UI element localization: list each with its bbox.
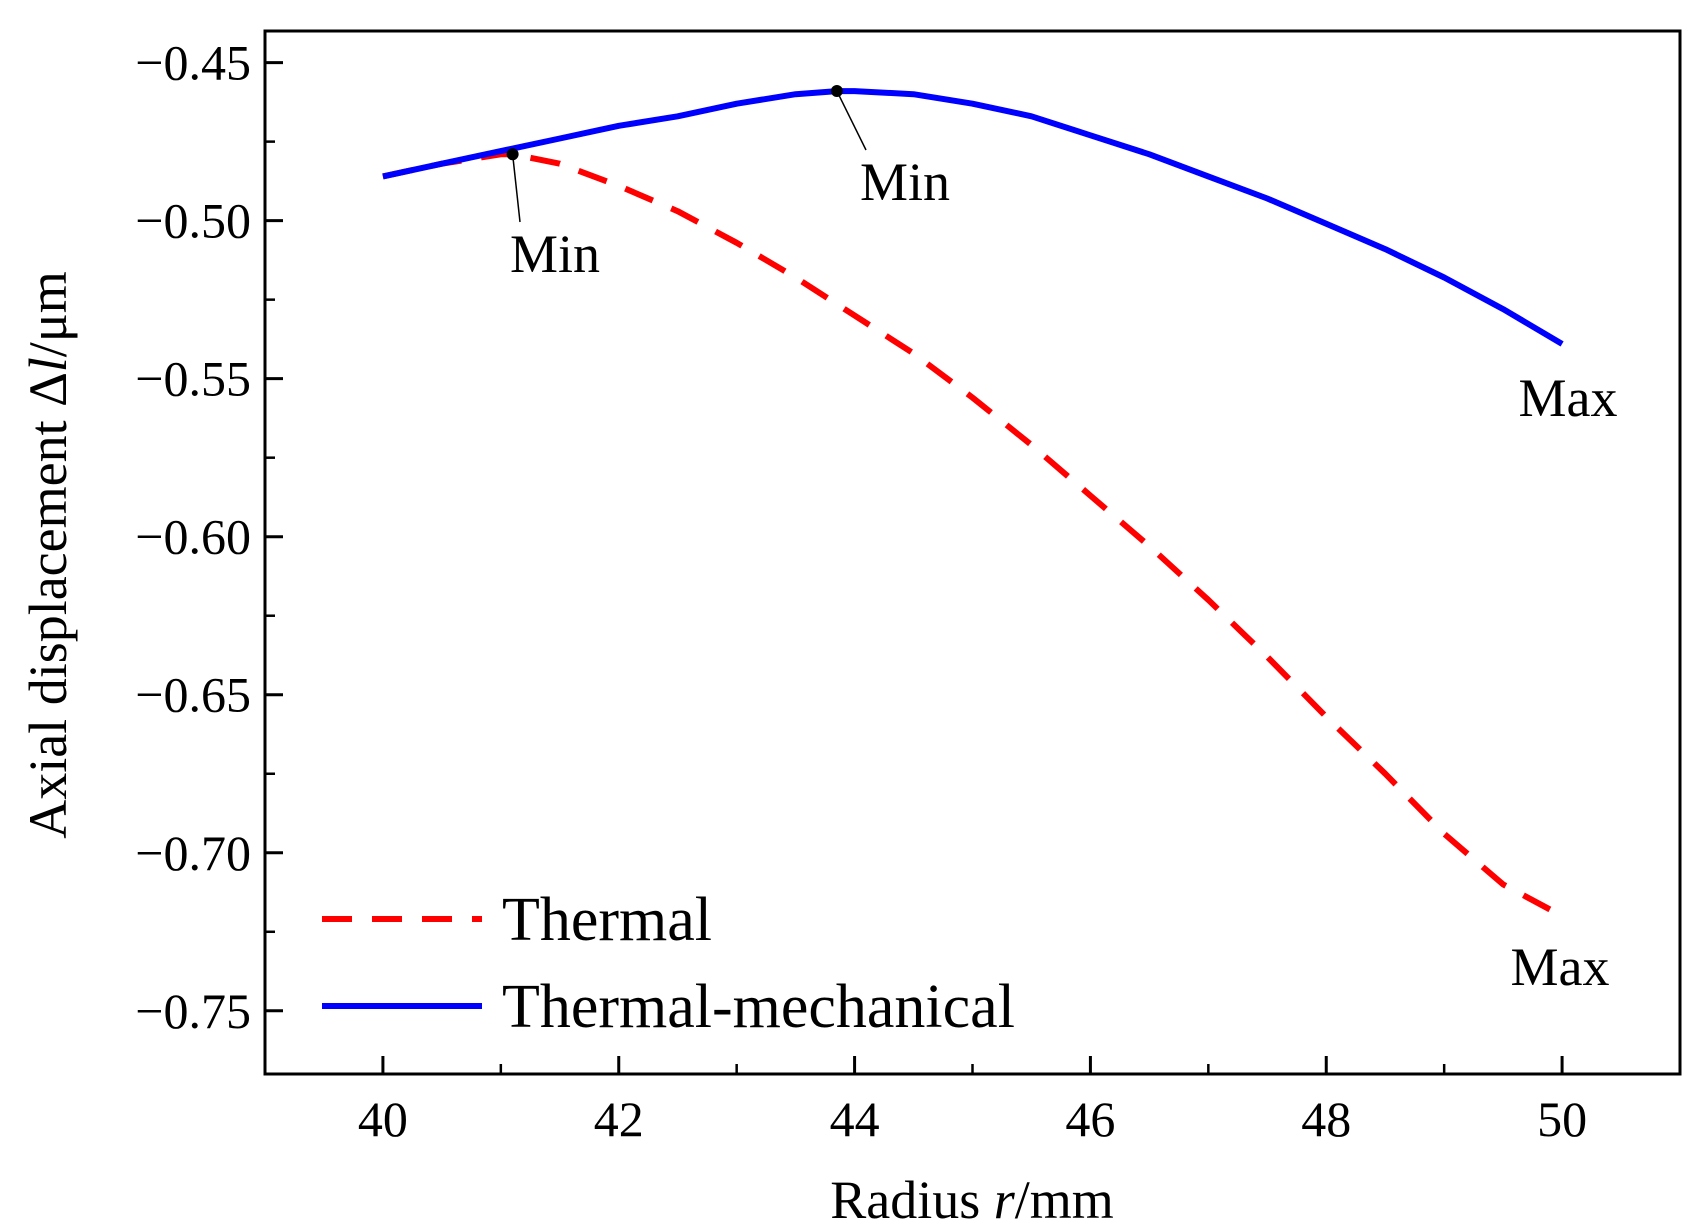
annotation-leader-line <box>511 154 521 223</box>
legend-label-thermal-mechanical: Thermal-mechanical <box>502 973 1015 1041</box>
y-axis-title: Axial displacement Δl/μm <box>18 271 78 839</box>
annotation-label-max: Max <box>1511 937 1610 997</box>
y-tick-label: −0.55 <box>135 351 251 407</box>
x-axis-title: Radius r/mm <box>830 1170 1114 1230</box>
series-line-thermal <box>382 151 1564 919</box>
x-tick-label: 48 <box>1301 1091 1351 1147</box>
y-tick-label: −0.75 <box>135 983 251 1039</box>
annotation-marker <box>830 85 843 98</box>
axis-ticks <box>263 61 1682 1074</box>
y-tick-label: −0.45 <box>135 35 251 91</box>
annotation-label-min: Min <box>510 224 600 284</box>
x-tick-label: 42 <box>594 1091 644 1147</box>
annotation-marker <box>506 148 519 161</box>
y-tick-label: −0.60 <box>135 509 251 565</box>
x-tick-labels: 40 42 44 46 48 50 <box>358 1091 1587 1147</box>
x-tick-label: 46 <box>1065 1091 1115 1147</box>
annotation-label-max: Max <box>1519 368 1618 428</box>
x-tick-label: 44 <box>830 1091 880 1147</box>
y-tick-label: −0.50 <box>135 193 251 249</box>
y-tick-labels: −0.45 −0.50 −0.55 −0.60 −0.65 −0.70 −0.75 <box>135 35 251 1039</box>
annotation-leader-line <box>836 90 867 151</box>
series-line-thermal-mechanical <box>382 88 1564 347</box>
annotation-label-min: Min <box>860 152 950 212</box>
y-tick-label: −0.70 <box>135 825 251 881</box>
x-tick-label: 40 <box>358 1091 408 1147</box>
legend: Thermal Thermal-mechanical <box>322 886 1015 1041</box>
annotation-layer: Min Min Max Max <box>506 85 1618 997</box>
x-tick-label: 50 <box>1537 1091 1587 1147</box>
series-layer <box>382 88 1564 919</box>
legend-label-thermal: Thermal <box>502 886 712 954</box>
y-tick-label: −0.65 <box>135 667 251 723</box>
